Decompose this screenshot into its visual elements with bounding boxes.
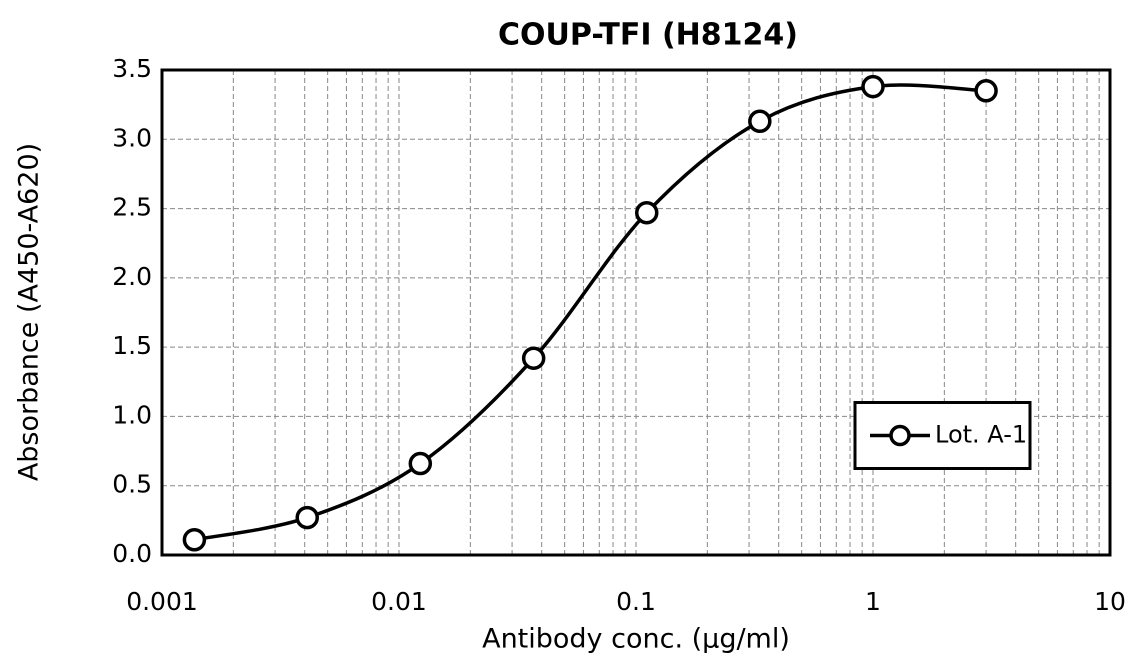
legend: Lot. A-1 — [853, 401, 1032, 470]
y-axis-label: Absorbance (A450-A620) — [14, 143, 45, 481]
x-tick-label: 0.001 — [126, 587, 198, 616]
y-tick-label: 1.0 — [112, 400, 152, 429]
x-tick-label: 0.01 — [371, 587, 427, 616]
x-axis-label: Antibody conc. (µg/ml) — [482, 624, 790, 655]
x-tick-label: 1 — [865, 587, 881, 616]
legend-label: Lot. A-1 — [935, 421, 1027, 449]
data-point — [408, 451, 433, 476]
x-tick-label: 10 — [1094, 587, 1126, 616]
data-point — [634, 200, 659, 225]
data-point — [748, 109, 772, 134]
y-tick-label: 0.5 — [112, 470, 152, 499]
data-point — [182, 528, 207, 552]
series-line — [194, 83, 987, 542]
y-tick-label: 3.5 — [112, 54, 152, 83]
data-point — [295, 505, 319, 530]
y-tick-label: 3.0 — [112, 123, 152, 152]
data-point — [521, 346, 546, 370]
y-tick-label: 1.5 — [112, 331, 152, 360]
data-point — [861, 74, 885, 99]
data-point — [974, 79, 998, 103]
legend-box — [853, 401, 1032, 470]
x-tick-label: 0.1 — [616, 587, 656, 616]
y-tick-label: 2.5 — [112, 193, 152, 222]
y-tick-label: 0.0 — [112, 539, 152, 568]
legend-marker — [889, 424, 911, 447]
chart-title: COUP-TFI (H8124) — [498, 18, 798, 53]
y-tick-label: 2.0 — [112, 262, 152, 291]
plot-frame — [160, 68, 1112, 557]
